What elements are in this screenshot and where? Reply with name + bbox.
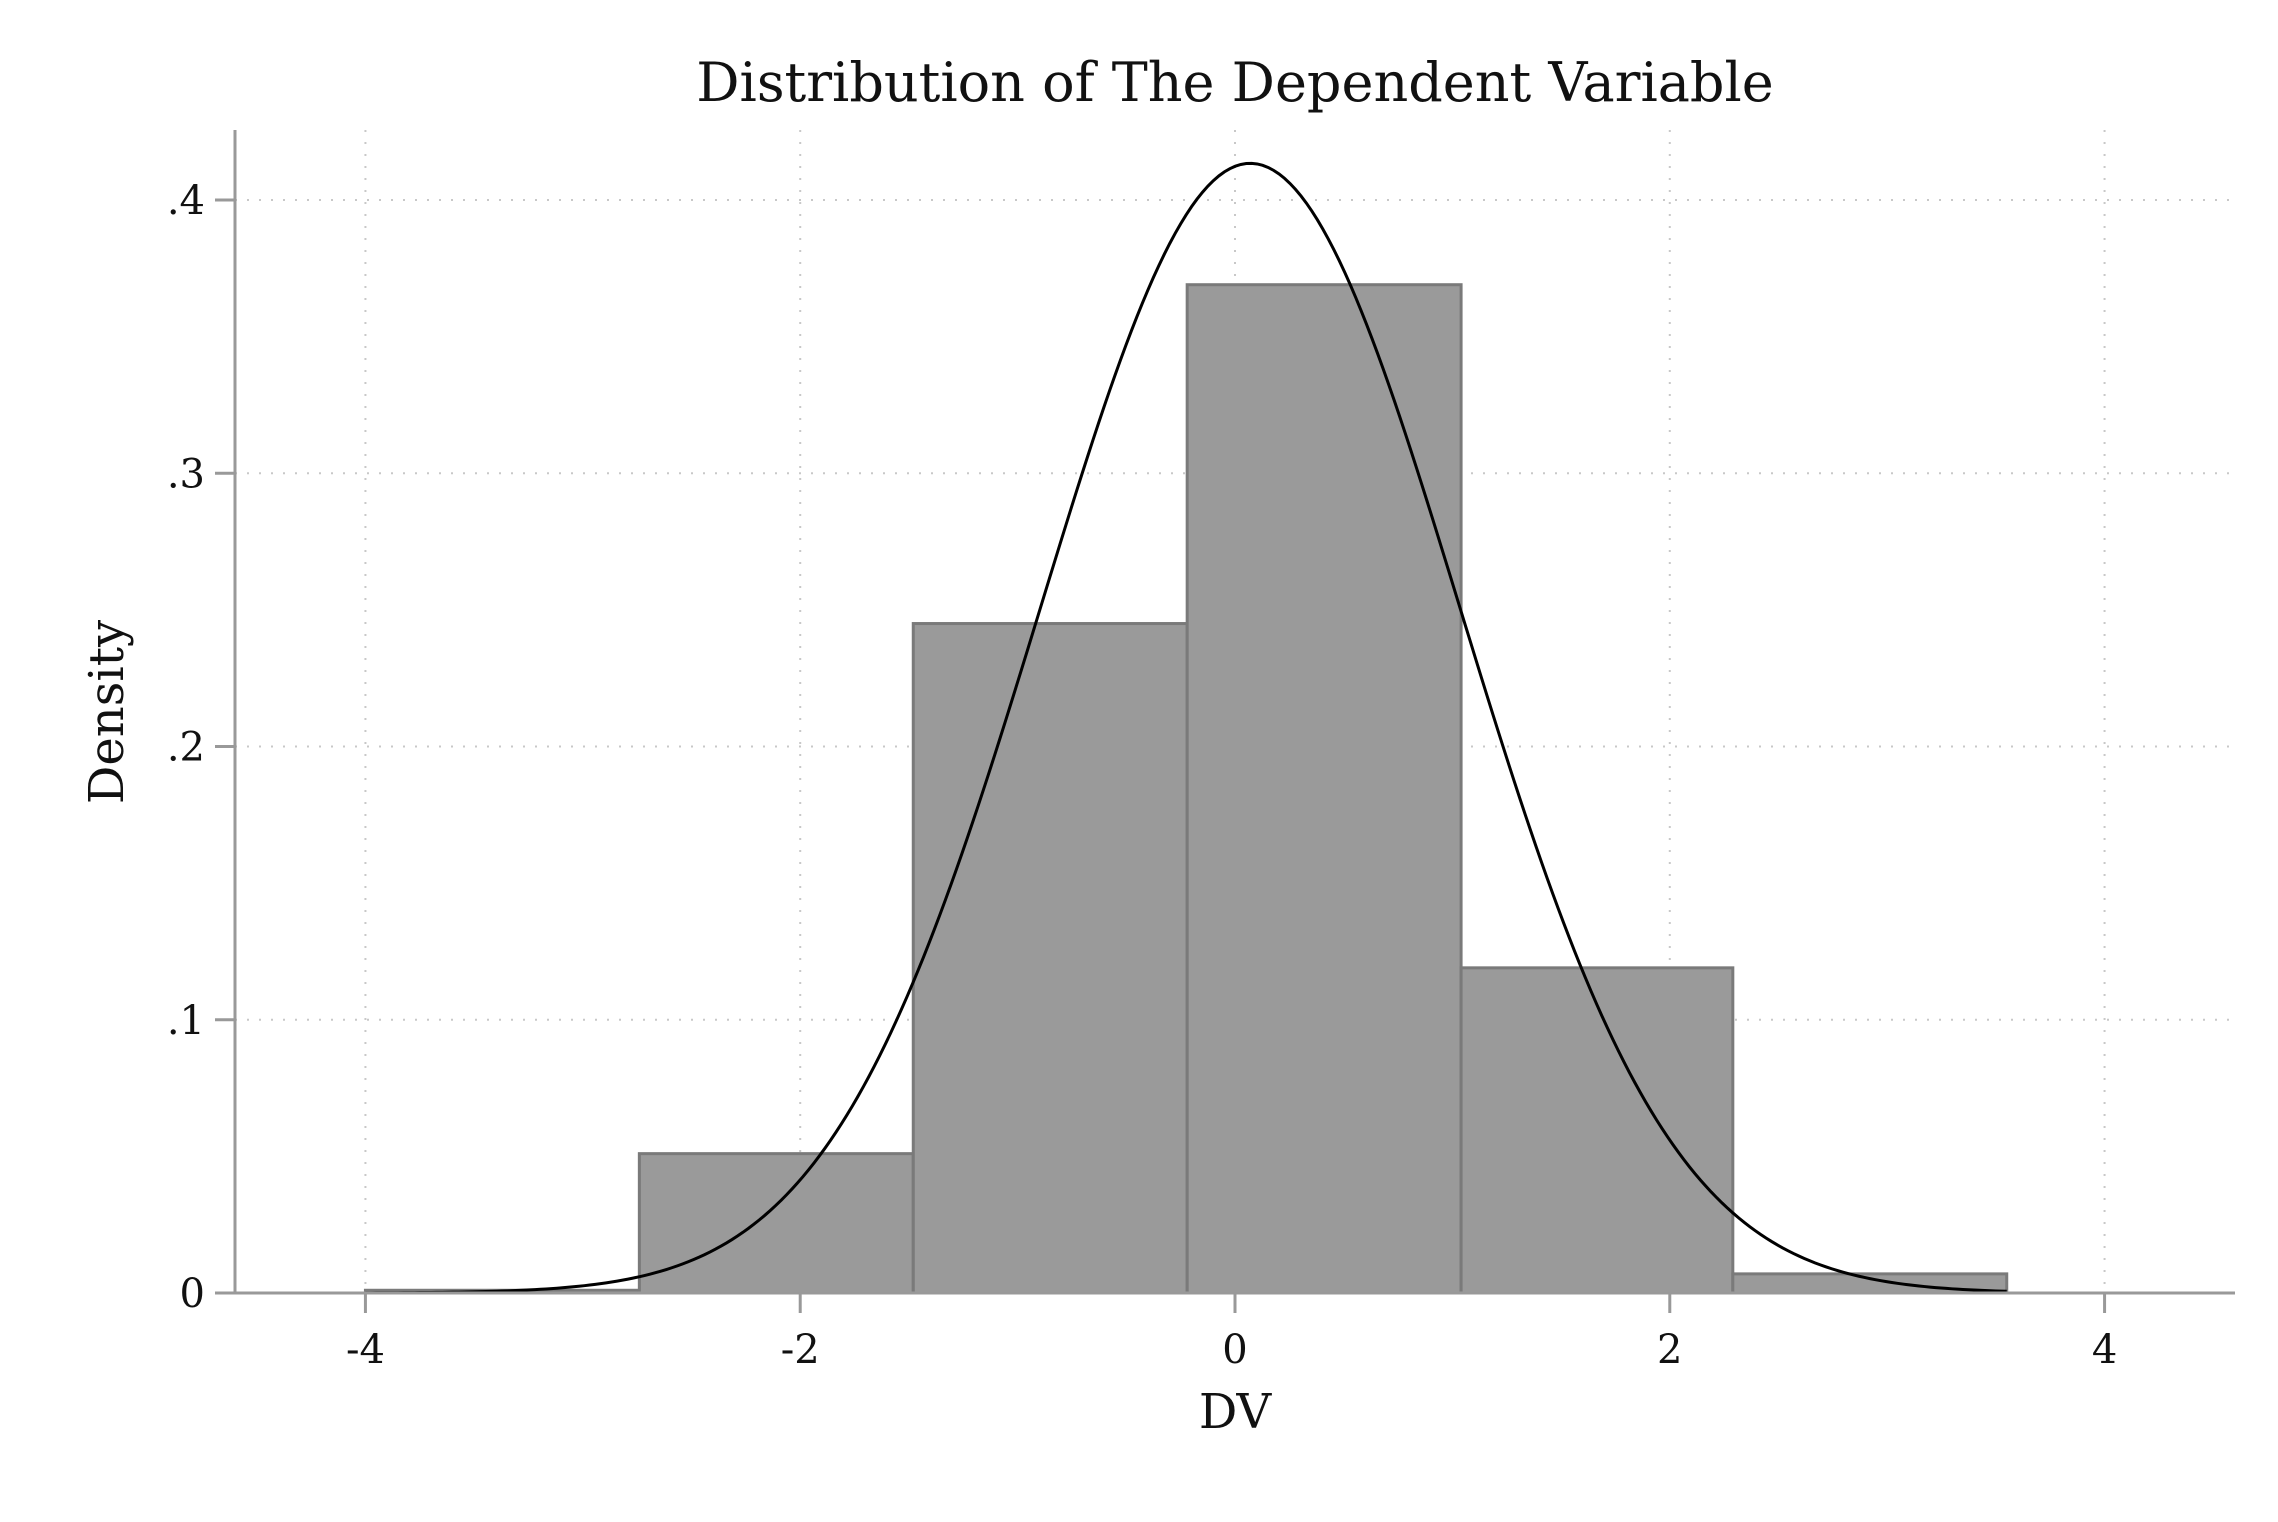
histogram-bar: [1185, 283, 1463, 1295]
y-tick-label: .2: [167, 725, 205, 771]
x-tick-label: -4: [346, 1327, 385, 1373]
x-tick-label: -2: [781, 1327, 820, 1373]
tick-labels: -4 -2 0 2 4 0 .1 .2 .3 .4: [167, 178, 2117, 1373]
y-tick-label: .3: [167, 451, 205, 497]
histogram-bar: [637, 1152, 915, 1295]
x-axis-title: DV: [1199, 1384, 1273, 1440]
density-curve-line: [365, 161, 2007, 1295]
x-tick-label: 0: [1222, 1327, 1247, 1373]
y-tick-label: .1: [167, 998, 205, 1044]
chart-title: Distribution of The Dependent Variable: [696, 51, 1773, 114]
y-tick-label: .4: [167, 178, 205, 224]
x-tick-label: 2: [1657, 1327, 1682, 1373]
histogram-bar: [1459, 966, 1735, 1295]
axes: [215, 130, 2235, 1313]
y-tick-label: 0: [180, 1271, 205, 1317]
histogram-bars: [363, 283, 2009, 1295]
x-tick-label: 4: [2092, 1327, 2117, 1373]
normal-density-curve: [365, 161, 2007, 1295]
y-axis-title: Density: [79, 620, 135, 804]
histogram-bar: [911, 622, 1189, 1295]
